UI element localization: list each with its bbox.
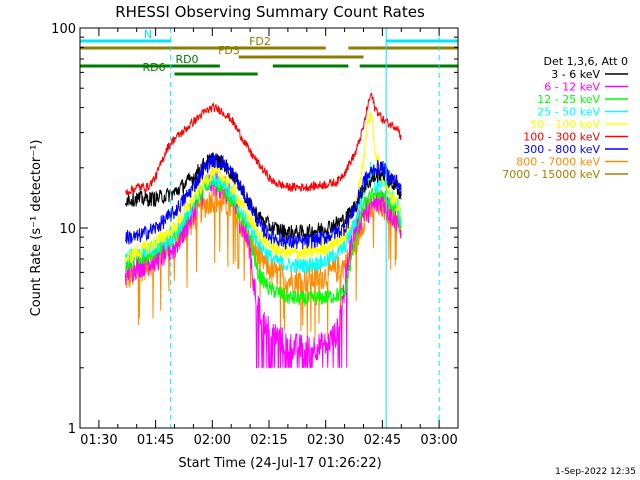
- series-line-1: [124, 168, 402, 369]
- legend-entry-label: 7000 - 15000 keV: [502, 168, 600, 181]
- x-tick-label: 01:45: [137, 433, 174, 448]
- vertical-lines: [79, 28, 440, 428]
- y-axis-label: Count Rate (s⁻¹ detector⁻¹): [29, 140, 44, 317]
- chart-title: RHESSI Observing Summary Count Rates: [115, 3, 425, 21]
- flag-bars: N FD2 FD3 RD0 RD6: [80, 28, 458, 76]
- x-tick-label: 02:45: [364, 433, 401, 448]
- flag-label-fd2: FD2: [249, 35, 271, 48]
- footer-date: 1-Sep-2022 12:35: [555, 467, 636, 477]
- x-axis-ticks: 01:30 01:45 02:00 02:15 02:30 02:45 03:00: [79, 28, 459, 448]
- legend-entry-label: 800 - 7000 keV: [516, 156, 600, 169]
- flag-label-n: N: [144, 28, 152, 41]
- flag-label-rd0: RD0: [175, 53, 198, 66]
- x-tick-label: 02:00: [194, 433, 231, 448]
- legend-title: Det 1,3,6, Att 0: [544, 55, 628, 68]
- y-axis-ticks: 1 10 100: [51, 22, 458, 437]
- legend-entry-label: 3 - 6 keV: [551, 68, 600, 81]
- x-tick-label: 01:30: [80, 433, 117, 448]
- x-tick-label: 03:00: [420, 433, 457, 448]
- legend-entry-label: 100 - 300 keV: [523, 131, 600, 144]
- legend-entry-label: 300 - 800 keV: [523, 143, 600, 156]
- legend-entry-label: 25 - 50 keV: [537, 106, 600, 119]
- legend-entry-label: 12 - 25 keV: [537, 93, 600, 106]
- flag-label-rd6: RD6: [142, 61, 165, 74]
- series-line-5: [125, 92, 402, 196]
- series-layer: [124, 92, 402, 369]
- x-tick-label: 02:30: [307, 433, 344, 448]
- x-tick-label: 02:15: [250, 433, 287, 448]
- legend-entry-label: 50 - 100 keV: [530, 118, 600, 131]
- y-tick-label: 10: [59, 222, 76, 237]
- series-line-7: [125, 188, 402, 344]
- legend-entry-label: 6 - 12 keV: [544, 81, 600, 94]
- y-tick-label: 100: [51, 22, 76, 37]
- y-tick-label: 1: [68, 422, 76, 437]
- x-axis-label: Start Time (24-Jul-17 01:26:22): [178, 456, 381, 471]
- series-line-6: [124, 152, 402, 250]
- flag-label-fd3: FD3: [218, 44, 240, 57]
